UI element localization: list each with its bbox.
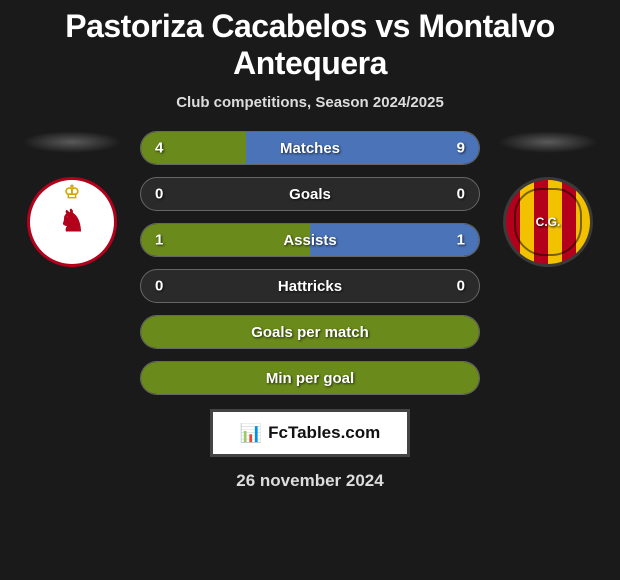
brand-badge[interactable]: 📊 FcTables.com	[210, 409, 410, 457]
badge-shadow-right	[498, 131, 598, 153]
page-title: Pastoriza Cacabelos vs Montalvo Antequer…	[0, 0, 620, 86]
lion-icon: ♞	[59, 205, 86, 238]
right-team-column: C.G.	[498, 131, 598, 267]
stat-row: Goals per match	[140, 315, 480, 349]
brand-text: FcTables.com	[268, 423, 380, 443]
stat-row: 0 0 Goals	[140, 177, 480, 211]
right-team-crest: C.G.	[503, 177, 593, 267]
stat-label: Goals	[289, 186, 331, 203]
stat-value-right: 1	[457, 232, 465, 249]
stat-value-right: 0	[457, 278, 465, 295]
stat-label: Hattricks	[278, 278, 342, 295]
stat-label: Goals per match	[251, 324, 369, 341]
comparison-panel: ♔ ♞ 4 9 Matches 0 0 Goals 1 1 Assists 0 0 Hattricks…	[0, 131, 620, 395]
chart-icon: 📊	[240, 423, 262, 444]
stat-value-left: 1	[155, 232, 163, 249]
stat-label: Matches	[280, 140, 340, 157]
stat-label: Min per goal	[266, 370, 354, 387]
stats-list: 4 9 Matches 0 0 Goals 1 1 Assists 0 0 Hattricks Goal…	[140, 131, 480, 395]
stat-label: Assists	[283, 232, 336, 249]
stat-row: 0 0 Hattricks	[140, 269, 480, 303]
stat-value-right: 9	[457, 140, 465, 157]
left-team-crest: ♔ ♞	[27, 177, 117, 267]
stat-row: Min per goal	[140, 361, 480, 395]
stat-row: 1 1 Assists	[140, 223, 480, 257]
footer-date: 26 november 2024	[0, 471, 620, 491]
crown-icon: ♔	[64, 183, 80, 201]
stat-value-left: 0	[155, 186, 163, 203]
subtitle: Club competitions, Season 2024/2025	[0, 94, 620, 111]
crest-text: C.G.	[536, 215, 561, 229]
stat-value-left: 4	[155, 140, 163, 157]
stat-value-right: 0	[457, 186, 465, 203]
badge-shadow-left	[22, 131, 122, 153]
stat-value-left: 0	[155, 278, 163, 295]
stat-row: 4 9 Matches	[140, 131, 480, 165]
left-team-column: ♔ ♞	[22, 131, 122, 267]
